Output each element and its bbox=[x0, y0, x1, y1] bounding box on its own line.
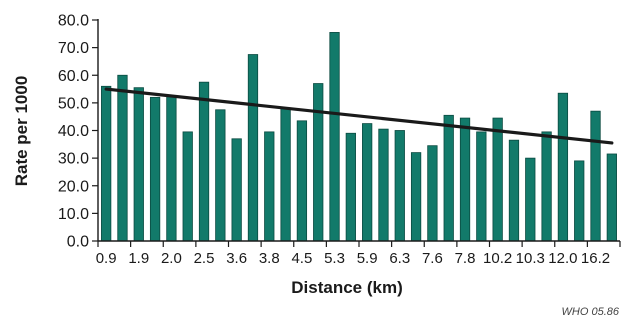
y-tick-label: 10.0 bbox=[58, 206, 89, 223]
trendline bbox=[104, 87, 614, 145]
x-tick-label: 1.9 bbox=[128, 250, 149, 267]
bar bbox=[476, 131, 487, 242]
x-tick-label: 2.0 bbox=[161, 250, 182, 267]
bar bbox=[231, 138, 242, 242]
bar bbox=[394, 130, 405, 242]
bar bbox=[541, 131, 552, 242]
bar bbox=[166, 95, 177, 242]
bar bbox=[574, 160, 585, 242]
bar bbox=[525, 157, 536, 242]
y-tick-label: 80.0 bbox=[58, 13, 89, 30]
bar bbox=[198, 81, 210, 242]
x-tick-label: 0.9 bbox=[96, 250, 117, 267]
bar bbox=[590, 110, 601, 242]
bar bbox=[329, 32, 340, 242]
bar bbox=[264, 131, 275, 242]
bars bbox=[101, 32, 617, 242]
x-tick-label: 7.8 bbox=[455, 250, 476, 267]
bar bbox=[557, 92, 569, 242]
x-tick-label: 7.6 bbox=[422, 250, 443, 267]
y-tick-label: 30.0 bbox=[58, 151, 89, 168]
bar bbox=[182, 131, 193, 242]
bar bbox=[345, 132, 356, 242]
x-tick-label: 10.3 bbox=[516, 250, 545, 267]
bar bbox=[508, 139, 520, 242]
x-tick-label: 3.8 bbox=[259, 250, 280, 267]
bar bbox=[427, 145, 438, 242]
y-tick-label: 50.0 bbox=[58, 95, 89, 112]
y-axis-title: Rate per 1000 bbox=[12, 76, 31, 187]
source-credit: WHO 05.86 bbox=[562, 306, 620, 318]
x-axis-title: Distance (km) bbox=[291, 278, 402, 297]
bar bbox=[313, 83, 324, 242]
y-axis-ticks: 0.0 10.0 20.0 30.0 40.0 50.0 60.0 70.0 80.0 bbox=[58, 13, 98, 251]
bar bbox=[101, 85, 112, 242]
bar bbox=[149, 96, 161, 242]
x-tick-label: 12.0 bbox=[548, 250, 577, 267]
bar bbox=[280, 108, 291, 242]
x-tick-label: 3.6 bbox=[226, 250, 247, 267]
bar bbox=[443, 114, 454, 242]
x-axis-ticks: 0.9 1.9 2.0 2.5 3.6 3.8 4.5 5.3 5.9 6.3 7.6 7.8 10.2… bbox=[96, 241, 621, 267]
x-tick-label: 4.5 bbox=[291, 250, 312, 267]
y-tick-label: 60.0 bbox=[58, 68, 89, 85]
trendline-group bbox=[104, 87, 614, 145]
y-tick-label: 20.0 bbox=[58, 178, 89, 195]
bar bbox=[133, 87, 144, 242]
x-tick-label: 5.9 bbox=[357, 250, 378, 267]
bar bbox=[410, 152, 422, 242]
bar bbox=[247, 54, 259, 242]
bar bbox=[378, 128, 389, 242]
y-tick-label: 70.0 bbox=[58, 40, 89, 57]
y-tick-label: 40.0 bbox=[58, 123, 89, 140]
bar bbox=[492, 117, 503, 242]
bar bbox=[606, 153, 617, 242]
bar bbox=[362, 123, 373, 242]
bar bbox=[296, 120, 308, 242]
bar bbox=[117, 74, 128, 242]
bar bbox=[459, 117, 471, 242]
x-tick-label: 6.3 bbox=[389, 250, 410, 267]
x-tick-label: 5.3 bbox=[324, 250, 345, 267]
x-tick-label: 16.2 bbox=[581, 250, 610, 267]
y-tick-label: 0.0 bbox=[67, 234, 89, 251]
x-tick-label: 2.5 bbox=[194, 250, 215, 267]
x-tick-label: 10.2 bbox=[483, 250, 512, 267]
bar bbox=[215, 109, 226, 242]
